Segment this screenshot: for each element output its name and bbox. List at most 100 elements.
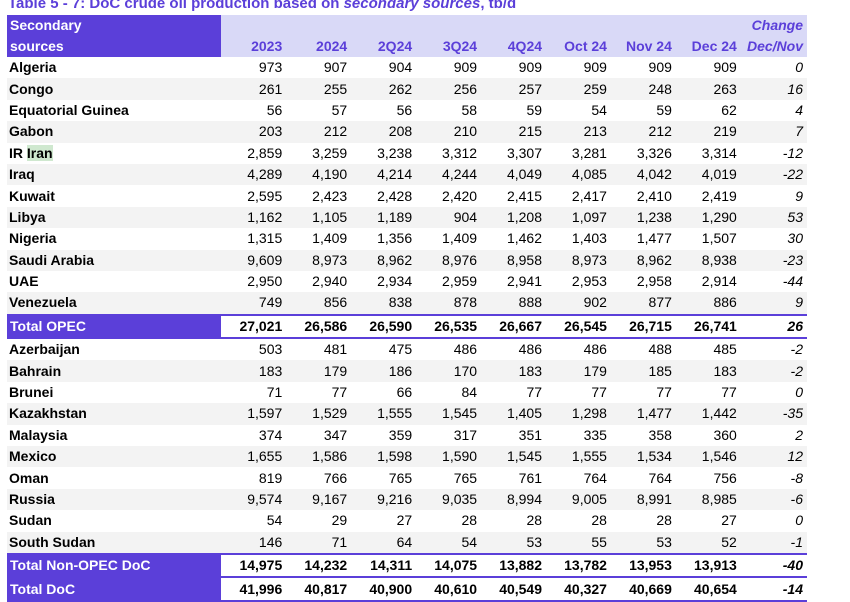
value-cell: 761 <box>481 467 547 489</box>
change-cell: -12 <box>740 142 807 164</box>
row-label: Oman <box>7 467 222 489</box>
value-cell: 909 <box>481 57 547 79</box>
value-cell: 3,326 <box>610 142 676 164</box>
value-cell: 2,959 <box>416 270 482 293</box>
value-cell: 1,315 <box>221 228 287 250</box>
value-cell: 8,976 <box>416 249 482 271</box>
value-cell: 347 <box>286 424 352 447</box>
value-cell: 1,409 <box>286 228 352 250</box>
value-cell: 4,244 <box>416 163 482 186</box>
value-cell: 2,934 <box>351 270 417 293</box>
value-cell: 77 <box>286 381 352 404</box>
value-cell: 359 <box>351 424 417 447</box>
value-cell: 1,586 <box>286 446 352 468</box>
value-cell: 185 <box>610 360 676 382</box>
table-row: IR Iran 2,859 3,259 3,238 3,312 3,307 3,281 3,3… <box>7 142 807 164</box>
change-cell: -8 <box>740 467 807 489</box>
value-cell: 2,914 <box>675 270 741 293</box>
value-cell: 28 <box>610 510 676 532</box>
value-cell: 40,549 <box>481 576 547 602</box>
value-cell: 183 <box>675 360 741 382</box>
value-cell: 4,289 <box>221 163 287 186</box>
value-cell: 4,085 <box>546 163 611 186</box>
value-cell: 3,238 <box>351 142 417 164</box>
value-cell: 4,214 <box>351 163 417 186</box>
total-row: Total OPEC 27,021 26,586 26,590 26,535 26,667… <box>7 313 807 340</box>
value-cell: 28 <box>481 510 547 532</box>
value-cell: 212 <box>286 121 352 143</box>
row-label-part: IR <box>9 144 27 161</box>
value-cell: 219 <box>675 121 741 143</box>
value-cell: 26,741 <box>675 313 741 340</box>
value-cell: 4,042 <box>610 163 676 186</box>
value-cell: 9,005 <box>546 488 611 511</box>
value-cell: 1,189 <box>351 206 417 229</box>
change-cell: 26 <box>740 313 807 340</box>
table-row: Azerbaijan 503 481 475 486 486 486 488 485 -2 <box>7 338 807 361</box>
value-cell: 59 <box>481 99 547 122</box>
change-cell: 0 <box>740 57 807 79</box>
value-cell: 1,162 <box>221 206 287 229</box>
table-body: Algeria 973 907 904 909 909 909 909 909 0 Congo 261… <box>7 57 807 602</box>
value-cell: 2,859 <box>221 142 287 164</box>
value-cell: 765 <box>416 467 482 489</box>
value-cell: 183 <box>481 360 547 382</box>
value-cell: 358 <box>610 424 676 447</box>
value-cell: 2,415 <box>481 185 547 207</box>
value-cell: 317 <box>416 424 482 447</box>
table-row: Algeria 973 907 904 909 909 909 909 909 0 <box>7 57 807 79</box>
table-title-prefix: Table 5 - 7: DoC crude oil production ba… <box>8 0 344 12</box>
value-cell: 262 <box>351 78 417 100</box>
table-row: Sudan 54 29 27 28 28 28 28 27 0 <box>7 510 807 532</box>
value-cell: 9,574 <box>221 488 287 511</box>
value-cell: 1,555 <box>546 446 611 468</box>
row-label: Bahrain <box>7 360 222 382</box>
value-cell: 1,238 <box>610 206 676 229</box>
value-cell: 335 <box>546 424 611 447</box>
value-cell: 41,996 <box>221 576 287 602</box>
change-cell: -2 <box>740 338 807 361</box>
value-cell: 77 <box>546 381 611 404</box>
value-cell: 3,259 <box>286 142 352 164</box>
value-cell: 28 <box>416 510 482 532</box>
value-cell: 9,216 <box>351 488 417 511</box>
header-blank <box>546 15 611 35</box>
change-cell: 16 <box>740 78 807 100</box>
value-cell: 58 <box>416 99 482 122</box>
value-cell: 2,410 <box>610 185 676 207</box>
value-cell: 8,985 <box>675 488 741 511</box>
header-blank <box>286 15 352 35</box>
table-row: UAE 2,950 2,940 2,934 2,959 2,941 2,953 2,958 2,… <box>7 270 807 293</box>
value-cell: 3,281 <box>546 142 611 164</box>
value-cell: 488 <box>610 338 676 361</box>
table-row: Venezuela 749 856 838 878 888 902 877 886 9 <box>7 292 807 315</box>
value-cell: 1,409 <box>416 228 482 250</box>
row-label: Sudan <box>7 510 222 532</box>
value-cell: 904 <box>416 206 482 229</box>
table-row: Oman 819 766 765 765 761 764 764 756 -8 <box>7 467 807 489</box>
value-cell: 907 <box>286 57 352 79</box>
table-row: Libya 1,162 1,105 1,189 904 1,208 1,097 1,238 1,… <box>7 206 807 229</box>
change-cell: 53 <box>740 206 807 229</box>
row-label: Iraq <box>7 163 222 186</box>
value-cell: 3,307 <box>481 142 547 164</box>
value-cell: 52 <box>675 531 741 554</box>
change-cell: -44 <box>740 270 807 293</box>
row-label: UAE <box>7 270 222 293</box>
value-cell: 26,535 <box>416 313 482 340</box>
value-cell: 749 <box>221 292 287 315</box>
header-period: Oct 24 <box>546 35 611 57</box>
value-cell: 256 <box>416 78 482 100</box>
value-cell: 4,049 <box>481 163 547 186</box>
value-cell: 213 <box>546 121 611 143</box>
header-blank <box>610 15 676 35</box>
change-cell: -22 <box>740 163 807 186</box>
value-cell: 756 <box>675 467 741 489</box>
header-period: 3Q24 <box>416 35 482 57</box>
value-cell: 2,941 <box>481 270 547 293</box>
table-header: Secondary Change sources 2023 2024 2Q24 … <box>7 15 807 57</box>
value-cell: 29 <box>286 510 352 532</box>
value-cell: 1,545 <box>416 403 482 425</box>
value-cell: 902 <box>546 292 611 315</box>
value-cell: 1,529 <box>286 403 352 425</box>
